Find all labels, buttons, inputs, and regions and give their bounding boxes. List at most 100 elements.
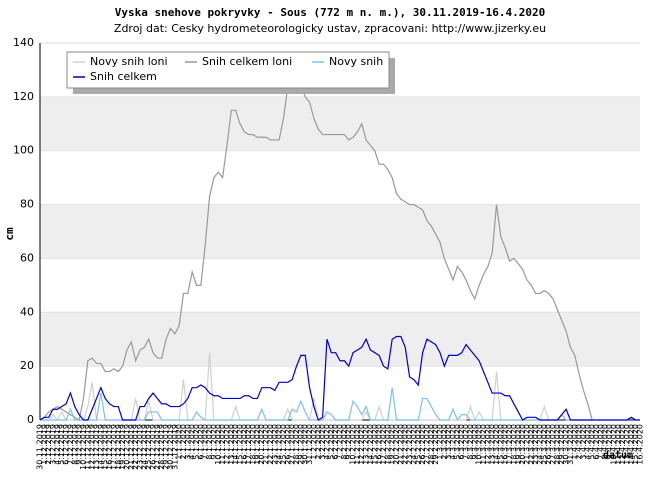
x-tick-label: 14.1.2020 bbox=[231, 424, 240, 465]
x-tick-label: 20.2.2020 bbox=[392, 424, 401, 465]
x-tick-label: 2.12.2019 bbox=[44, 424, 53, 465]
x-tick-label: 11.12.2019 bbox=[83, 424, 92, 470]
x-tick-label: 3.4.2020 bbox=[579, 424, 588, 460]
x-tick-label: 11.4.2020 bbox=[614, 424, 623, 465]
x-tick-label: 26.1.2020 bbox=[283, 424, 292, 465]
x-tick-label: 18.2.2020 bbox=[383, 424, 392, 465]
x-tick-label: 4.1.2020 bbox=[188, 424, 197, 460]
x-tick-label: 9.3.2020 bbox=[470, 424, 479, 460]
x-tick-label: 4.12.2019 bbox=[53, 424, 62, 465]
y-tick-label: 80 bbox=[20, 198, 34, 211]
x-tick-label: 9.4.2020 bbox=[605, 424, 614, 460]
x-tick-label: 7.1.2020 bbox=[201, 424, 210, 460]
x-tick-label: 3.12.2019 bbox=[49, 424, 58, 465]
y-tick-label: 0 bbox=[27, 413, 34, 426]
x-tick-label: 23.12.2019 bbox=[136, 424, 145, 470]
x-tick-label: 23.2.2020 bbox=[405, 424, 414, 465]
y-tick-label: 20 bbox=[20, 359, 34, 372]
x-tick-label: 4.2.2020 bbox=[322, 424, 331, 460]
legend: Novy snih loni Snih celkem loni Novy snih S… bbox=[66, 51, 395, 94]
grid-band bbox=[40, 204, 640, 259]
y-tick-label: 40 bbox=[20, 305, 34, 318]
series-line bbox=[39, 82, 593, 421]
x-tick-label: 1.12.2019 bbox=[40, 424, 49, 465]
x-tick-label: 1.4.2020 bbox=[570, 424, 579, 460]
x-tick-label: 21.2.2020 bbox=[396, 424, 405, 465]
x-tick-label: 27.12.2019 bbox=[153, 424, 162, 470]
x-tick-label: 16.1.2020 bbox=[240, 424, 249, 465]
x-tick-label: 21.3.2020 bbox=[522, 424, 531, 465]
series-line bbox=[40, 387, 640, 422]
x-tick-label: 13.2.2020 bbox=[362, 424, 371, 465]
x-tick-label: 10.12.2019 bbox=[79, 424, 88, 470]
x-tick-label: 13.12.2019 bbox=[92, 424, 101, 470]
x-tick-label: 25.2.2020 bbox=[414, 424, 423, 465]
x-tick-label: 24.3.2020 bbox=[536, 424, 545, 465]
y-tick-label: 120 bbox=[13, 90, 34, 103]
x-tick-label: 1.1.2020 bbox=[175, 424, 184, 460]
x-tick-label: 17.12.2019 bbox=[109, 424, 118, 470]
x-tick-label: 2.3.2020 bbox=[440, 424, 449, 460]
legend-label: Novy snih bbox=[329, 55, 383, 68]
x-tick-label: 26.3.2020 bbox=[544, 424, 553, 465]
x-tick-label: 6.1.2020 bbox=[196, 424, 205, 460]
x-tick-label: 26.2.2020 bbox=[418, 424, 427, 465]
x-tick-label: 31.12.2019 bbox=[170, 424, 179, 470]
x-axis-label: datum bbox=[603, 450, 633, 461]
x-tick-label: 5.1.2020 bbox=[192, 424, 201, 460]
x-tick-label: 9.1.2020 bbox=[209, 424, 218, 460]
x-tick-label: 7.4.2020 bbox=[596, 424, 605, 460]
chart-subtitle: Zdroj dat: Cesky hydrometeorologicky ust… bbox=[114, 22, 546, 35]
x-tick-label: 12.1.2020 bbox=[222, 424, 231, 465]
x-tick-label: 9.2.2020 bbox=[344, 424, 353, 460]
x-tick-label: 11.3.2020 bbox=[479, 424, 488, 465]
x-tick-label: 15.3.2020 bbox=[496, 424, 505, 465]
grid-band bbox=[40, 312, 640, 367]
legend-label: Snih celkem loni bbox=[202, 55, 292, 68]
x-tick-label: 11.2.2020 bbox=[353, 424, 362, 465]
x-tick-label: 5.12.2019 bbox=[57, 424, 66, 465]
x-tick-label: 10.2.2020 bbox=[349, 424, 358, 465]
x-tick-label: 24.1.2020 bbox=[275, 424, 284, 465]
x-tick-label: 19.1.2020 bbox=[253, 424, 262, 465]
x-tick-label: 22.1.2020 bbox=[266, 424, 275, 465]
x-tick-label: 21.12.2019 bbox=[127, 424, 136, 470]
x-tick-label: 16.4.2020 bbox=[636, 424, 645, 465]
x-tick-label: 22.3.2020 bbox=[527, 424, 536, 465]
x-tick-label: 8.12.2019 bbox=[70, 424, 79, 465]
x-tick-label: 28.12.2019 bbox=[157, 424, 166, 470]
x-tick-label: 15.2.2020 bbox=[370, 424, 379, 465]
x-tick-label: 7.2.2020 bbox=[336, 424, 345, 460]
x-tick-label: 17.3.2020 bbox=[505, 424, 514, 465]
x-tick-label: 2.1.2020 bbox=[179, 424, 188, 460]
x-tick-label: 29.1.2020 bbox=[296, 424, 305, 465]
x-tick-label: 28.3.2020 bbox=[553, 424, 562, 465]
x-tick-label: 19.3.2020 bbox=[514, 424, 523, 465]
x-tick-label: 1.3.2020 bbox=[436, 424, 445, 460]
x-tick-label: 21.1.2020 bbox=[262, 424, 271, 465]
x-tick-label: 23.1.2020 bbox=[270, 424, 279, 465]
x-tick-label: 20.1.2020 bbox=[257, 424, 266, 465]
x-tick-label: 17.2.2020 bbox=[379, 424, 388, 465]
x-tick-label: 9.12.2019 bbox=[75, 424, 84, 465]
x-tick-label: 28.2.2020 bbox=[427, 424, 436, 465]
x-tick-label: 12.2.2020 bbox=[357, 424, 366, 465]
x-tick-label: 4.4.2020 bbox=[583, 424, 592, 460]
x-tick-label: 25.3.2020 bbox=[540, 424, 549, 465]
x-tick-label: 14.3.2020 bbox=[492, 424, 501, 465]
x-tick-label: 30.11.2019 bbox=[36, 424, 45, 470]
x-tick-label: 5.3.2020 bbox=[453, 424, 462, 460]
x-tick-label: 27.2.2020 bbox=[422, 424, 431, 465]
x-tick-label: 24.12.2019 bbox=[140, 424, 149, 470]
y-tick-label: 140 bbox=[13, 36, 34, 49]
chart-title: Vyska snehove pokryvky - Sous (772 m n. … bbox=[115, 6, 545, 19]
x-tick-label: 13.3.2020 bbox=[488, 424, 497, 465]
x-tick-label: 30.3.2020 bbox=[562, 424, 571, 465]
x-tick-label: 16.12.2019 bbox=[105, 424, 114, 470]
legend-box bbox=[66, 51, 390, 89]
x-tick-label: 5.2.2020 bbox=[327, 424, 336, 460]
x-tick-label: 16.3.2020 bbox=[501, 424, 510, 465]
y-axis-label: cm bbox=[3, 227, 16, 241]
x-tick-label: 12.12.2019 bbox=[88, 424, 97, 470]
